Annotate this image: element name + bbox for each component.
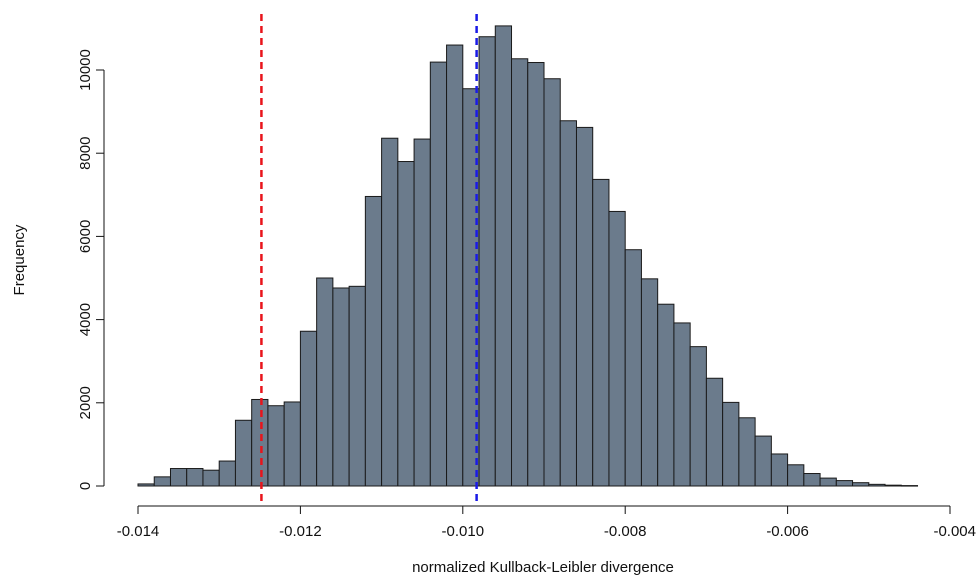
y-tick-label: 6000: [77, 220, 94, 253]
histogram-bar: [803, 473, 821, 487]
histogram-bar: [234, 419, 253, 487]
x-tick-label: -0.008: [604, 523, 647, 540]
histogram-bar: [332, 287, 350, 487]
histogram-bar: [770, 453, 789, 487]
histogram-bar: [429, 61, 448, 487]
x-axis-title: normalized Kullback-Leibler divergence: [412, 559, 674, 576]
histogram-bar: [381, 137, 399, 487]
histogram-bar: [299, 330, 318, 487]
histogram-bar: [478, 36, 496, 487]
histogram-bar: [283, 401, 301, 487]
histogram-bar: [787, 464, 805, 487]
histogram-bar: [900, 485, 919, 487]
y-tick-label: 0: [77, 482, 94, 490]
histogram-bar: [657, 303, 675, 487]
histogram-bar: [251, 398, 269, 487]
histogram-bar: [186, 468, 204, 487]
histogram-bar: [673, 322, 691, 487]
histogram-bar: [592, 178, 610, 487]
histogram-bar: [884, 484, 902, 487]
histogram-bar: [640, 278, 659, 487]
histogram-bar: [218, 460, 236, 487]
y-tick-label: 2000: [77, 386, 94, 419]
x-tick-label: -0.014: [117, 523, 160, 540]
x-axis: -0.014 -0.012 -0.010 -0.008 -0.006 -0.004: [117, 505, 976, 540]
y-tick-label: 4000: [77, 303, 94, 336]
histogram-bar: [202, 469, 220, 487]
histogram-bar: [722, 401, 740, 487]
histogram-bar: [738, 417, 756, 487]
histogram-bar: [689, 346, 707, 487]
histogram-bar: [316, 277, 334, 487]
x-tick-label: -0.004: [933, 523, 976, 540]
histogram-bar: [868, 483, 886, 487]
histogram-bar: [559, 120, 577, 487]
histogram-bars: [137, 25, 919, 487]
y-axis-title: Frequency: [11, 224, 28, 295]
y-tick-label: 8000: [77, 137, 94, 170]
histogram-bar: [543, 78, 561, 487]
histogram-bar: [364, 195, 383, 487]
histogram-bar: [348, 285, 366, 487]
y-tick-label: 10000: [77, 49, 94, 91]
histogram-bar: [137, 483, 155, 487]
x-tick-label: -0.010: [442, 523, 485, 540]
histogram-bar: [754, 435, 772, 487]
histogram-bar: [852, 482, 870, 487]
histogram-bar: [397, 161, 415, 487]
histogram-bar: [413, 138, 431, 487]
histogram-bar: [624, 249, 642, 487]
histogram-bar: [835, 480, 854, 487]
histogram-bar: [153, 476, 171, 487]
histogram-bar: [527, 62, 545, 487]
histogram-bar: [608, 210, 626, 487]
histogram-bar: [494, 25, 513, 487]
histogram-bar: [446, 44, 464, 487]
reference-lines: [260, 14, 478, 502]
histogram-bar: [705, 377, 724, 487]
y-axis: 0 2000 4000 6000 8000 10000: [77, 49, 105, 490]
histogram-bar: [511, 58, 529, 487]
histogram-bar: [267, 405, 285, 487]
histogram-bar: [575, 126, 594, 487]
x-tick-label: -0.006: [766, 523, 809, 540]
histogram-bar: [819, 477, 837, 487]
x-tick-label: -0.012: [279, 523, 322, 540]
histogram-bar: [169, 468, 188, 487]
